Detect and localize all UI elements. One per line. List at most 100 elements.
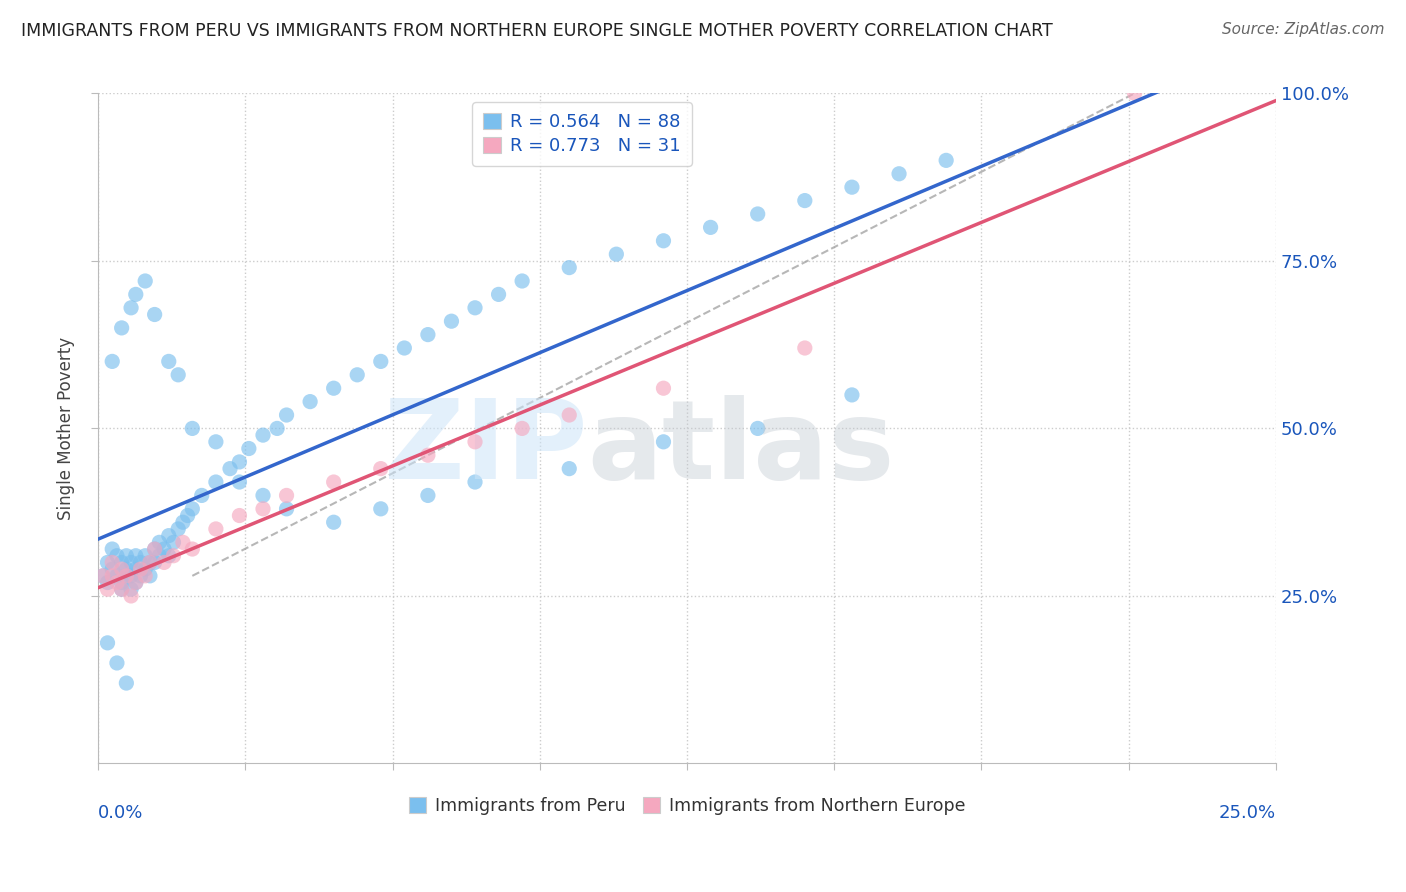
Point (143, 542, 166, 557)
Point (440, 314, 463, 328)
Point (153, 556, 176, 570)
Point (115, 549, 138, 563)
Point (219, 461, 242, 475)
Point (172, 515, 194, 529)
Point (181, 421, 204, 435)
Point (111, 562, 134, 576)
Point (105, 575, 128, 590)
Point (125, 549, 148, 563)
Point (322, 475, 344, 489)
Point (148, 549, 170, 563)
Point (793, 341, 815, 355)
Point (747, 207, 769, 221)
Point (652, 234, 675, 248)
Point (111, 582, 134, 597)
Point (322, 515, 344, 529)
Point (747, 421, 769, 435)
Point (416, 327, 439, 342)
Point (101, 562, 124, 576)
Point (134, 549, 156, 563)
Point (101, 542, 124, 557)
Point (394, 341, 416, 355)
Point (176, 508, 198, 523)
Text: atlas: atlas (586, 395, 894, 502)
Point (190, 488, 212, 502)
Point (605, 247, 627, 261)
Point (153, 542, 176, 557)
Point (134, 274, 156, 288)
Point (96, 636, 118, 650)
Point (115, 569, 138, 583)
Point (96, 582, 118, 597)
Point (205, 522, 228, 536)
Point (276, 501, 298, 516)
Point (464, 434, 486, 449)
Point (416, 488, 439, 502)
Point (105, 569, 128, 583)
Point (464, 475, 486, 489)
Text: IMMIGRANTS FROM PERU VS IMMIGRANTS FROM NORTHERN EUROPE SINGLE MOTHER POVERTY CO: IMMIGRANTS FROM PERU VS IMMIGRANTS FROM … (21, 22, 1053, 40)
Text: ZIP: ZIP (384, 395, 586, 502)
Point (652, 434, 675, 449)
Point (125, 575, 148, 590)
Point (558, 260, 581, 275)
Point (125, 287, 148, 301)
Point (558, 408, 581, 422)
Point (238, 442, 260, 456)
Point (205, 434, 228, 449)
Point (139, 556, 162, 570)
Text: 25.0%: 25.0% (1219, 804, 1277, 822)
Point (276, 488, 298, 502)
Point (299, 394, 322, 409)
Point (111, 556, 134, 570)
Point (699, 220, 721, 235)
Point (172, 535, 194, 549)
Point (167, 368, 190, 382)
Point (134, 562, 156, 576)
Point (252, 488, 274, 502)
Point (228, 508, 250, 523)
Point (935, 153, 957, 168)
Point (101, 354, 124, 368)
Point (276, 408, 298, 422)
Point (181, 542, 204, 557)
Point (120, 301, 142, 315)
Point (101, 556, 124, 570)
Point (370, 461, 392, 475)
Point (143, 556, 166, 570)
Point (115, 562, 138, 576)
Legend: Immigrants from Peru, Immigrants from Northern Europe: Immigrants from Peru, Immigrants from No… (402, 790, 973, 822)
Point (111, 582, 134, 597)
Point (162, 549, 184, 563)
Point (129, 562, 152, 576)
Point (120, 589, 142, 603)
Point (120, 556, 142, 570)
Point (488, 287, 510, 301)
Point (162, 535, 184, 549)
Point (139, 556, 162, 570)
Point (111, 575, 134, 590)
Point (1123, 87, 1146, 101)
Point (228, 475, 250, 489)
Point (205, 475, 228, 489)
Point (96, 575, 118, 590)
Point (841, 388, 863, 402)
Point (157, 528, 180, 542)
Point (228, 455, 250, 469)
Point (105, 549, 128, 563)
Point (96, 556, 118, 570)
Point (134, 569, 156, 583)
Point (346, 368, 368, 382)
Point (120, 582, 142, 597)
Point (129, 556, 152, 570)
Point (558, 461, 581, 475)
Point (416, 448, 439, 462)
Point (129, 569, 152, 583)
Point (181, 501, 204, 516)
Point (322, 381, 344, 395)
Point (91, 569, 114, 583)
Point (143, 308, 166, 322)
Point (143, 542, 166, 557)
Point (252, 428, 274, 442)
Point (125, 562, 148, 576)
